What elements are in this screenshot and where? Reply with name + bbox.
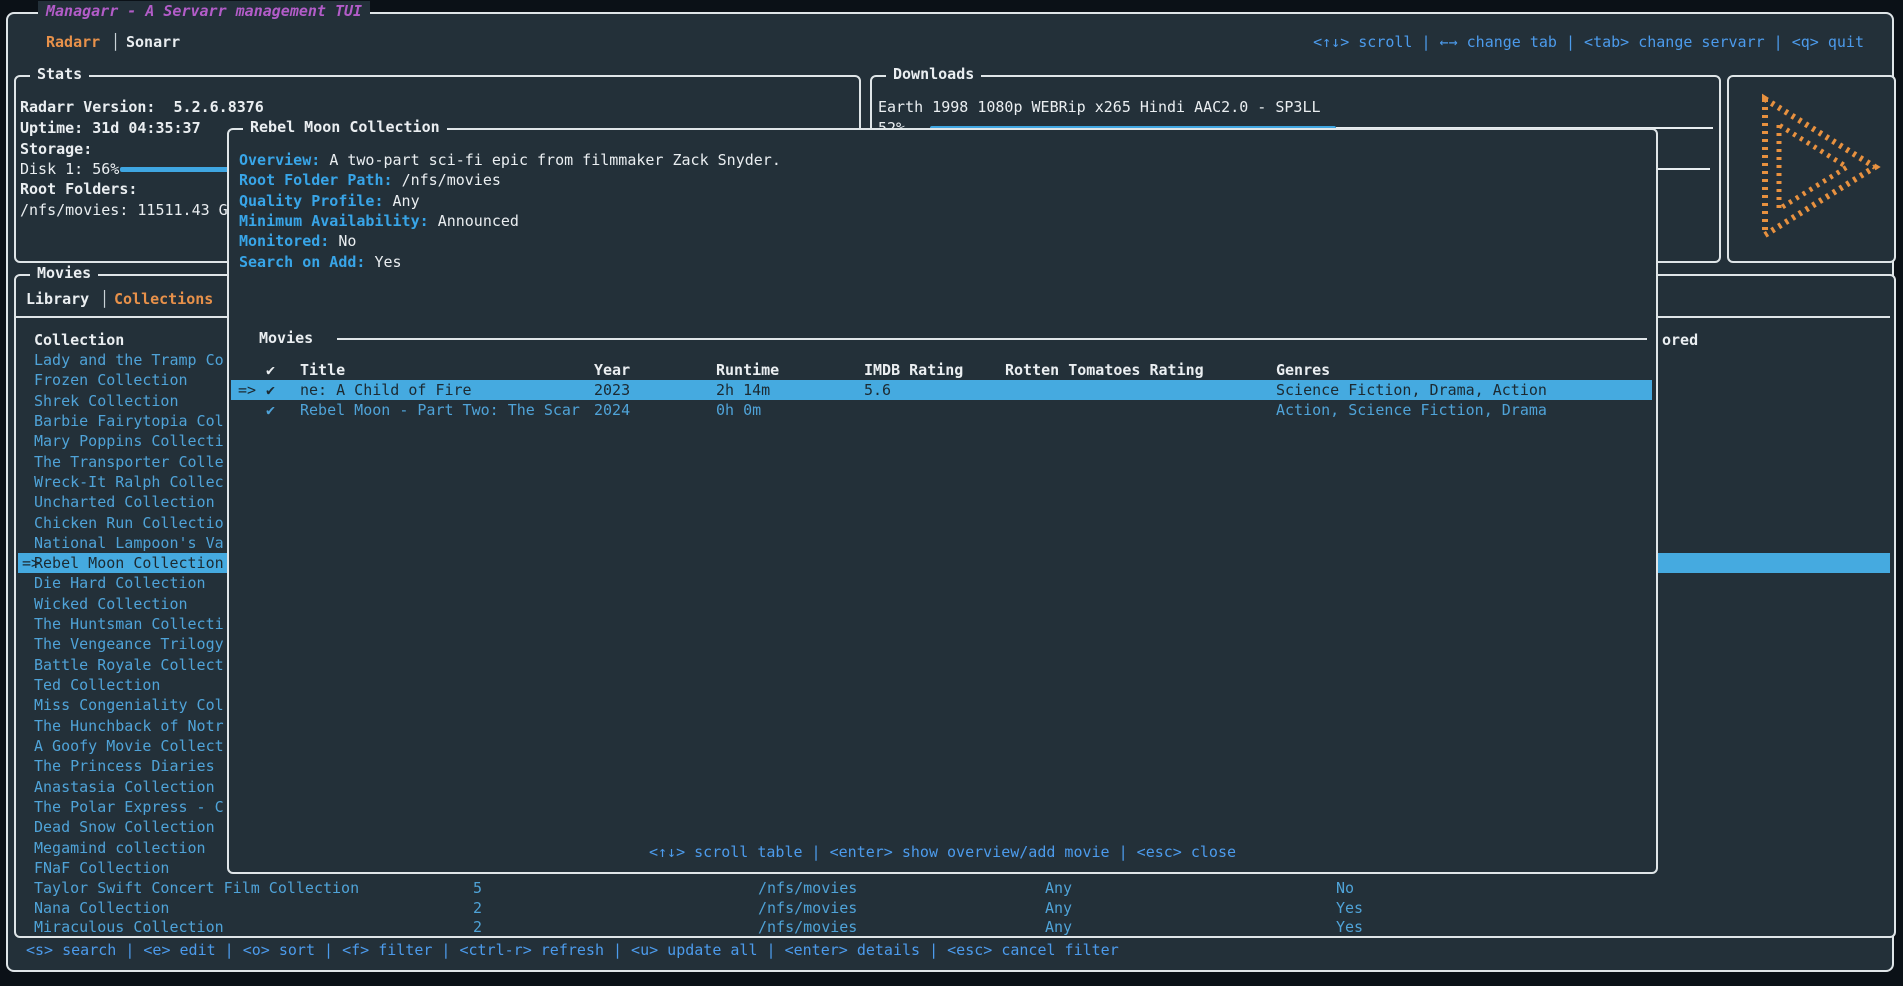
cell-title: Rebel Moon - Part Two: The Scar xyxy=(300,401,580,419)
list-item[interactable]: A Goofy Movie Collect xyxy=(34,737,224,755)
terminal-top-strip xyxy=(0,0,1903,12)
app-title: Managarr - A Servarr management TUI xyxy=(38,1,371,21)
list-item[interactable]: Die Hard Collection xyxy=(34,574,206,592)
list-item[interactable]: Wicked Collection xyxy=(34,595,188,613)
collection-column-header: Collection xyxy=(34,331,125,349)
cell-collection: Miraculous Collection xyxy=(34,918,224,936)
cell-year: 2024 xyxy=(594,401,631,419)
list-item[interactable]: Anastasia Collection xyxy=(34,778,215,796)
column-header-year: Year xyxy=(594,361,631,379)
cell-monitored-check: ✔ xyxy=(266,381,276,399)
movies-panel-title: Movies xyxy=(30,263,99,283)
list-item[interactable]: Chicken Run Collectio xyxy=(34,514,224,532)
cell-search-on-add: No xyxy=(1336,879,1355,897)
list-item[interactable]: Ted Collection xyxy=(34,676,161,694)
field-monitored: Monitored: No xyxy=(239,232,357,250)
movies-keybinds: <s> search | <e> edit | <o> sort | <f> f… xyxy=(26,941,1119,959)
tab-divider: │ xyxy=(111,33,121,51)
list-item[interactable]: The Polar Express - C xyxy=(34,798,224,816)
storage-label: Storage: xyxy=(20,140,93,158)
list-item-label: Rebel Moon Collection xyxy=(34,554,224,572)
download-item-name: Earth 1998 1080p WEBRip x265 Hindi AAC2.… xyxy=(878,98,1321,116)
cell-root-folder: /nfs/movies xyxy=(758,879,858,897)
list-item[interactable]: Barbie Fairytopia Col xyxy=(34,412,224,430)
selection-arrow: => xyxy=(22,554,41,572)
list-item[interactable]: The Princess Diaries xyxy=(34,757,215,775)
list-item[interactable]: The Huntsman Collecti xyxy=(34,615,224,633)
disk-usage-label: Disk 1: 56% xyxy=(20,160,120,178)
cell-genres: Science Fiction, Drama, Action xyxy=(1276,381,1547,399)
modal-movies-section-line xyxy=(337,338,1647,340)
cell-collection: Nana Collection xyxy=(34,899,170,917)
list-item[interactable]: Battle Royale Collect xyxy=(34,656,224,674)
modal-keybinds: <↑↓> scroll table | <enter> show overvie… xyxy=(649,843,1236,861)
list-item[interactable]: Shrek Collection xyxy=(34,392,179,410)
cell-genres: Action, Science Fiction, Drama xyxy=(1276,401,1547,419)
tab-sonarr[interactable]: Sonarr xyxy=(126,33,181,51)
root-folder-value: /nfs/movies: 11511.43 GB xyxy=(20,201,237,219)
cell-imdb-rating: 5.6 xyxy=(864,381,892,399)
list-item[interactable]: Wreck-It Ralph Collec xyxy=(34,473,224,491)
cell-runtime: 2h 14m xyxy=(716,381,771,399)
tab-radarr[interactable]: Radarr xyxy=(46,33,101,51)
cell-title: ne: A Child of Fire xyxy=(300,381,472,399)
column-header-imdb: IMDB Rating xyxy=(864,361,964,379)
managarr-play-logo-icon xyxy=(1762,93,1881,241)
cell-search-on-add: Yes xyxy=(1336,918,1364,936)
list-item[interactable]: Megamind collection xyxy=(34,839,206,857)
cell-root-folder: /nfs/movies xyxy=(758,899,858,917)
logo-panel xyxy=(1727,75,1896,263)
tab-collections[interactable]: Collections xyxy=(114,290,214,308)
cell-quality-profile: Any xyxy=(1045,879,1073,897)
cell-count: 2 xyxy=(473,899,483,917)
uptime: Uptime: 31d 04:35:37 xyxy=(20,119,201,137)
cell-runtime: 0h 0m xyxy=(716,401,762,419)
list-item[interactable]: The Vengeance Trilogy xyxy=(34,635,224,653)
cell-quality-profile: Any xyxy=(1045,899,1073,917)
field-quality-profile: Quality Profile: Any xyxy=(239,192,420,210)
modal-title: Rebel Moon Collection xyxy=(243,117,447,137)
cell-root-folder: /nfs/movies xyxy=(758,918,858,936)
collection-details-modal: Rebel Moon Collection Overview: A two-pa… xyxy=(227,117,1658,874)
tab-library[interactable]: Library xyxy=(26,290,90,308)
field-min-availability: Minimum Availability: Announced xyxy=(239,212,519,230)
downloads-panel-title: Downloads xyxy=(886,64,982,84)
field-search-on-add: Search on Add: Yes xyxy=(239,253,402,271)
cell-count: 5 xyxy=(473,879,483,897)
selected-movie-row[interactable]: => ✔ ne: A Child of Fire 2023 2h 14m 5.6… xyxy=(231,380,1652,400)
stats-panel-title: Stats xyxy=(30,64,90,84)
app-window: Managarr - A Servarr management TUI Rada… xyxy=(6,1,1896,972)
list-item[interactable]: Mary Poppins Collecti xyxy=(34,432,224,450)
list-item[interactable]: The Hunchback of Notr xyxy=(34,717,224,735)
radarr-version: Radarr Version: 5.2.6.8376 xyxy=(20,98,264,116)
list-item[interactable]: FNaF Collection xyxy=(34,859,170,877)
list-item[interactable]: The Transporter Colle xyxy=(34,453,224,471)
list-item[interactable]: Miss Congeniality Col xyxy=(34,696,224,714)
column-header-title: Title xyxy=(300,361,346,379)
modal-movies-section-title: Movies xyxy=(259,329,314,347)
list-item[interactable]: Uncharted Collection xyxy=(34,493,215,511)
column-header-runtime: Runtime xyxy=(716,361,780,379)
list-item[interactable]: Frozen Collection xyxy=(34,371,188,389)
cell-year: 2023 xyxy=(594,381,631,399)
cell-quality-profile: Any xyxy=(1045,918,1073,936)
cell-search-on-add: Yes xyxy=(1336,899,1364,917)
list-item[interactable]: National Lampoon's Va xyxy=(34,534,224,552)
cell-collection: Taylor Swift Concert Film Collection xyxy=(34,879,360,897)
list-item[interactable]: Lady and the Tramp Co xyxy=(34,351,224,369)
terminal-bottom-strip xyxy=(0,972,1903,986)
monitored-column-header: ored xyxy=(1662,331,1699,349)
cell-count: 2 xyxy=(473,918,483,936)
cell-monitored-check: ✔ xyxy=(266,401,276,419)
field-root-folder: Root Folder Path: /nfs/movies xyxy=(239,171,501,189)
global-keybinds: <↑↓> scroll | ←→ change tab | <tab> chan… xyxy=(1313,33,1864,51)
column-header-check: ✔ xyxy=(266,361,276,379)
root-folders-label: Root Folders: xyxy=(20,180,138,198)
column-header-rotten-tomatoes: Rotten Tomatoes Rating xyxy=(1005,361,1204,379)
column-header-genres: Genres xyxy=(1276,361,1331,379)
list-item[interactable]: Dead Snow Collection xyxy=(34,818,215,836)
field-overview: Overview: A two-part sci-fi epic from fi… xyxy=(239,151,781,169)
tab-divider: │ xyxy=(100,290,110,308)
selection-arrow: => xyxy=(238,381,257,399)
